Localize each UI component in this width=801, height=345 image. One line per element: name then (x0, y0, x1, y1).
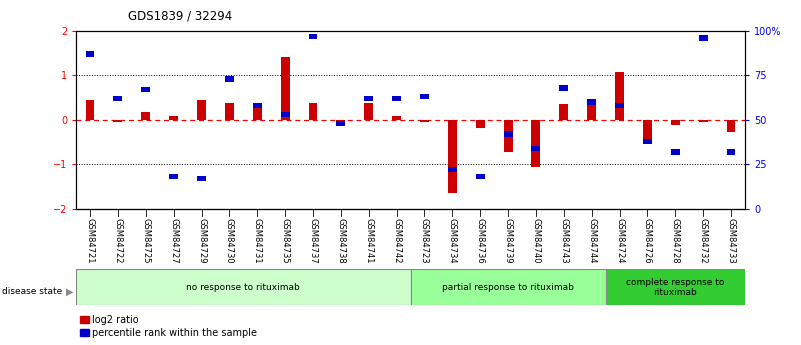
Bar (504, 120, 513, 152)
Bar (225, 76, 234, 82)
Text: GSM84736: GSM84736 (476, 218, 485, 264)
Bar (420, 94, 429, 99)
Bar (727, 120, 735, 132)
Bar (80, 329, 89, 336)
Bar (476, 120, 485, 128)
Text: GSM84741: GSM84741 (364, 218, 373, 263)
Bar (308, 103, 317, 120)
Bar (253, 107, 262, 120)
Bar (392, 96, 401, 101)
Bar (698, 120, 707, 122)
Text: log2 ratio: log2 ratio (92, 315, 139, 325)
Bar (253, 103, 262, 108)
Text: GSM84738: GSM84738 (336, 218, 345, 264)
Text: complete response to
rituximab: complete response to rituximab (626, 277, 724, 297)
Bar (169, 116, 178, 120)
Text: no response to rituximab: no response to rituximab (187, 283, 300, 292)
Bar (392, 116, 401, 120)
Text: GSM84728: GSM84728 (670, 218, 680, 263)
Bar (410, 269, 606, 305)
Bar (476, 174, 485, 179)
Text: GSM84743: GSM84743 (559, 218, 568, 263)
Text: GSM84744: GSM84744 (587, 218, 596, 263)
Bar (559, 104, 568, 120)
Bar (336, 120, 345, 123)
Text: GSM84732: GSM84732 (698, 218, 707, 263)
Bar (727, 149, 735, 155)
Text: GSM84735: GSM84735 (280, 218, 290, 263)
Bar (364, 96, 373, 101)
Text: GSM84733: GSM84733 (727, 218, 735, 264)
Text: GSM84722: GSM84722 (114, 218, 123, 263)
Bar (280, 57, 290, 120)
Text: percentile rank within the sample: percentile rank within the sample (92, 327, 257, 337)
Bar (698, 36, 707, 41)
Text: GSM84731: GSM84731 (253, 218, 262, 263)
Text: GSM84727: GSM84727 (169, 218, 178, 263)
Text: ▶: ▶ (66, 287, 73, 297)
Text: GSM84742: GSM84742 (392, 218, 401, 263)
Bar (615, 103, 624, 108)
Text: GSM84724: GSM84724 (615, 218, 624, 263)
Text: GDS1839 / 32294: GDS1839 / 32294 (128, 10, 232, 23)
Bar (643, 120, 652, 139)
Bar (141, 112, 151, 120)
Bar (615, 72, 624, 120)
Text: GSM84734: GSM84734 (448, 218, 457, 263)
Text: GSM84739: GSM84739 (504, 218, 513, 263)
Text: GSM84730: GSM84730 (225, 218, 234, 263)
Bar (531, 120, 541, 167)
Bar (114, 96, 123, 101)
Bar (448, 167, 457, 172)
Bar (308, 34, 317, 39)
Bar (606, 269, 745, 305)
Bar (670, 120, 680, 125)
Bar (280, 112, 290, 117)
Text: GSM84721: GSM84721 (86, 218, 95, 263)
Bar (80, 316, 89, 323)
Text: GSM84737: GSM84737 (308, 218, 317, 264)
Bar (670, 149, 680, 155)
Text: GSM84726: GSM84726 (643, 218, 652, 263)
Text: partial response to rituximab: partial response to rituximab (442, 283, 574, 292)
Text: GSM84740: GSM84740 (531, 218, 541, 263)
Bar (643, 139, 652, 144)
Bar (504, 131, 513, 137)
Text: GSM84725: GSM84725 (141, 218, 151, 263)
Bar (76, 269, 410, 305)
Bar (420, 120, 429, 122)
Text: GSM84723: GSM84723 (420, 218, 429, 263)
Bar (336, 121, 345, 126)
Bar (448, 120, 457, 193)
Bar (225, 103, 234, 120)
Bar (531, 146, 541, 151)
Bar (141, 87, 151, 92)
Bar (559, 85, 568, 91)
Bar (86, 51, 95, 57)
Bar (114, 120, 123, 122)
Bar (197, 176, 206, 181)
Text: GSM84729: GSM84729 (197, 218, 206, 263)
Bar (169, 174, 178, 179)
Bar (587, 99, 596, 105)
Bar (364, 103, 373, 120)
Bar (86, 100, 95, 120)
Bar (197, 100, 206, 120)
Text: disease state: disease state (2, 287, 62, 296)
Bar (587, 100, 596, 120)
